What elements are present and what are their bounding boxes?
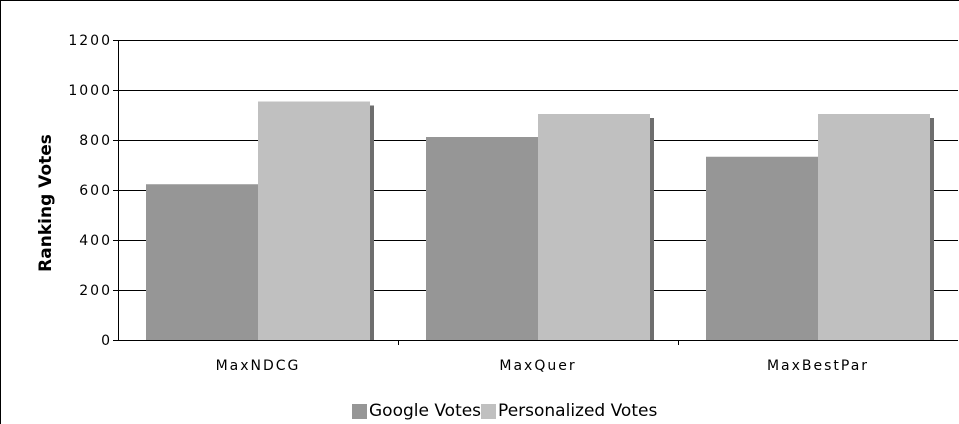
bars xyxy=(146,101,934,340)
bar-google-votes-maxquer xyxy=(426,137,538,340)
legend-label-personalized-votes: Personalized Votes xyxy=(498,401,658,421)
legend-item-google-votes: Google Votes xyxy=(352,401,481,421)
x-tick-label: MaxQuer xyxy=(499,358,576,374)
bar-shadow xyxy=(650,118,654,340)
x-tick-label: MaxBestPar xyxy=(767,358,869,374)
x-tick-label: MaxNDCG xyxy=(216,358,301,374)
legend-swatch-personalized-votes xyxy=(481,403,497,419)
legend: Google Votes Personalized Votes xyxy=(352,398,772,424)
y-axis-title: Ranking Votes xyxy=(36,134,56,272)
y-tick-label: 400 xyxy=(79,233,112,249)
bar-personalized-votes-maxndcg xyxy=(258,101,370,340)
bar-personalized-votes-maxquer xyxy=(538,114,650,340)
bar-shadow xyxy=(930,118,934,340)
y-tick-label: 200 xyxy=(79,283,112,299)
bar-shadow xyxy=(370,105,374,340)
axes xyxy=(113,40,958,345)
y-tick-label: 1000 xyxy=(68,83,112,99)
legend-item-personalized-votes: Personalized Votes xyxy=(481,401,657,421)
bar-google-votes-maxbestpar xyxy=(706,156,818,340)
tick-labels: 0 200 400 600 800 1000 1200 MaxNDCG MaxQuer MaxBe… xyxy=(68,33,869,374)
y-tick-label: 0 xyxy=(101,333,112,349)
y-tick-label: 1200 xyxy=(68,33,112,49)
bar-google-votes-maxndcg xyxy=(146,184,258,340)
y-tick-label: 600 xyxy=(79,183,112,199)
legend-label-google-votes: Google Votes xyxy=(369,401,482,421)
legend-swatch-google-votes xyxy=(352,403,367,419)
bar-personalized-votes-maxbestpar xyxy=(818,114,930,340)
y-tick-label: 800 xyxy=(79,133,112,149)
